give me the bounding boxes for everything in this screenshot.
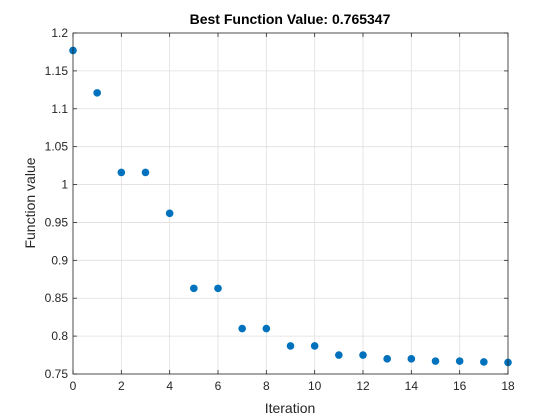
y-tick-label: 0.85	[45, 291, 69, 305]
data-point	[117, 168, 126, 177]
x-tick-label: 16	[453, 379, 467, 393]
data-point	[165, 209, 174, 218]
y-tick-label: 1.2	[51, 26, 68, 40]
x-axis-ticks: 0 2 4 6 8 10 12 14 16 18	[70, 33, 515, 393]
data-point	[214, 284, 222, 293]
chart-title: Best Function Value: 0.765347	[190, 11, 391, 27]
data-point	[383, 355, 391, 363]
y-tick-label: 0.9	[51, 253, 68, 267]
data-point	[431, 357, 440, 365]
x-tick-label: 14	[405, 379, 419, 393]
x-tick-label: 2	[118, 379, 125, 393]
y-tick-label: 1	[61, 178, 68, 192]
y-tick-label: 0.75	[45, 367, 69, 381]
data-point	[286, 342, 295, 350]
x-tick-label: 4	[166, 379, 173, 393]
x-axis-label: Iteration	[265, 400, 316, 416]
y-tick-label: 0.8	[51, 329, 68, 343]
x-tick-label: 10	[308, 379, 322, 393]
y-axis-ticks: 0.75 0.8 0.85 0.9 0.95 1 1.05 1.1 1.15 1.2	[45, 26, 508, 381]
data-point	[455, 357, 464, 365]
data-point	[141, 168, 150, 177]
data-point	[262, 324, 271, 333]
data-point	[359, 351, 367, 359]
x-tick-label: 12	[356, 379, 370, 393]
y-axis-label: Function value	[22, 157, 38, 248]
x-tick-label: 6	[215, 379, 222, 393]
y-tick-label: 1.15	[45, 64, 69, 78]
x-tick-label: 8	[263, 379, 270, 393]
plot-background	[73, 33, 508, 374]
data-point	[480, 358, 488, 366]
data-point	[190, 284, 198, 293]
data-point	[93, 89, 101, 97]
data-point	[407, 355, 416, 363]
x-tick-label: 0	[70, 379, 77, 393]
y-tick-label: 0.95	[45, 215, 69, 229]
y-tick-label: 1.1	[51, 102, 68, 116]
plot-frame	[72, 32, 509, 375]
y-tick-label: 1.05	[45, 140, 69, 154]
data-point	[310, 342, 319, 350]
data-point	[238, 324, 246, 333]
data-points	[69, 46, 512, 367]
data-point	[335, 351, 343, 359]
x-tick-label: 18	[501, 379, 515, 393]
